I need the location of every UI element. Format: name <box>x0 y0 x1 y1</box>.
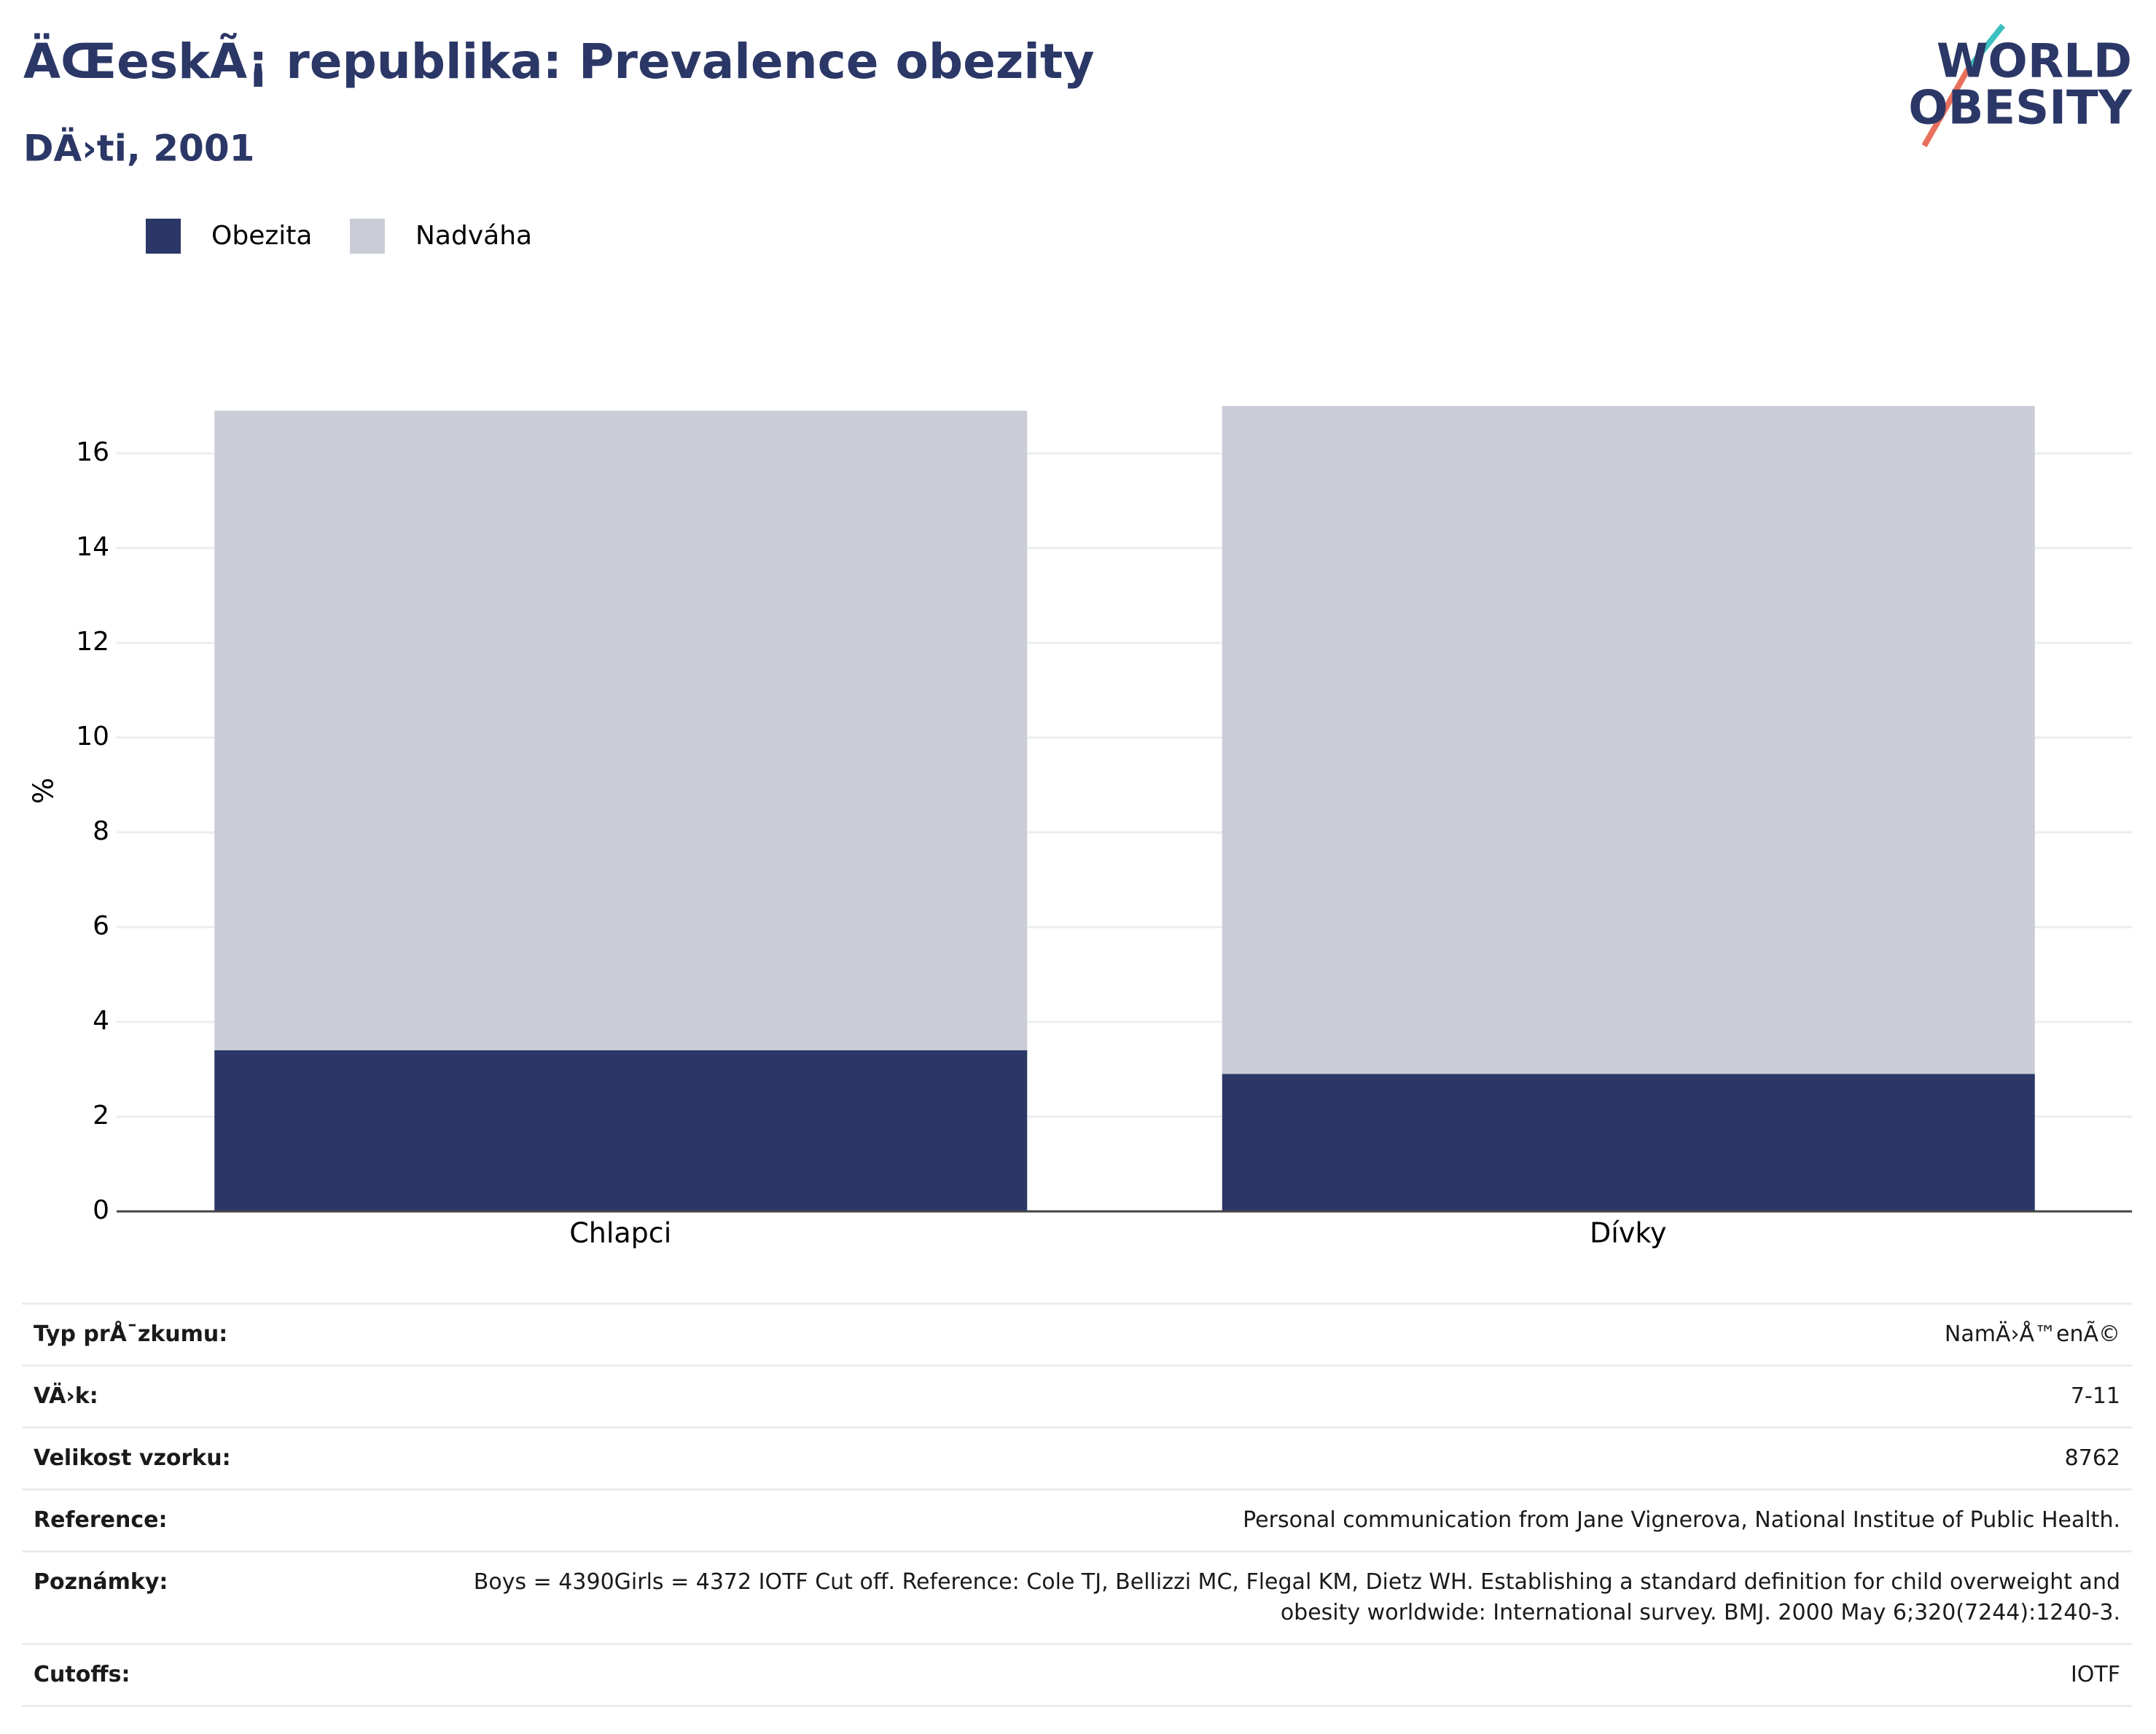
y-tick-label: 2 <box>93 1101 109 1130</box>
info-value: NamÄ›Å™enÃ© <box>1944 1321 2120 1347</box>
info-label: Typ prÅ¯zkumu: <box>34 1321 228 1347</box>
info-value: 8762 <box>2064 1445 2120 1471</box>
y-tick-label: 4 <box>93 1006 109 1036</box>
info-value: Boys = 4390Girls = 4372 IOTF Cut off. Re… <box>473 1569 2120 1625</box>
chart: ÄŒeskÃ¡ republika: Prevalence obezity DÄ… <box>23 23 2133 1249</box>
chart-title: ÄŒeskÃ¡ republika: Prevalence obezity <box>23 33 1094 90</box>
x-tick-label: Chlapci <box>569 1217 671 1249</box>
legend-label: Nadváha <box>415 221 532 251</box>
info-value: IOTF <box>2070 1662 2120 1687</box>
info-label: Reference: <box>34 1507 168 1533</box>
info-row: Cutoffs: IOTF <box>22 1645 2132 1707</box>
y-tick-label: 8 <box>93 816 109 846</box>
info-row: Reference: Personal communication from Ja… <box>22 1491 2132 1553</box>
legend-swatch <box>350 219 385 254</box>
info-label: Velikost vzorku: <box>34 1445 231 1471</box>
info-row: Poznámky: Boys = 4390Girls = 4372 IOTF Cu… <box>22 1553 2132 1645</box>
info-row: Velikost vzorku: 8762 <box>22 1429 2132 1491</box>
legend-swatch <box>146 219 181 254</box>
info-label: Cutoffs: <box>34 1662 130 1687</box>
chart-subtitle: DÄ›ti, 2001 <box>23 128 254 170</box>
bar-segment <box>1222 406 2035 1074</box>
bar-segment <box>1222 1074 2035 1211</box>
logo-slash <box>1965 23 2006 71</box>
logo-text: OBESITY <box>1908 82 2132 136</box>
y-tick-label: 10 <box>76 722 109 751</box>
y-tick-label: 12 <box>76 627 109 657</box>
info-value: 7-11 <box>2070 1383 2120 1409</box>
logo-slash <box>1921 68 1971 147</box>
x-tick-label: Dívky <box>1590 1217 1666 1249</box>
y-tick-label: 16 <box>76 437 109 467</box>
logo-text: WORLD <box>1937 35 2132 89</box>
y-tick-label: 6 <box>93 911 109 941</box>
bar-segment <box>214 410 1028 1050</box>
bar-segment <box>214 1050 1028 1211</box>
info-value: Personal communication from Jane Vignero… <box>1243 1507 2120 1533</box>
info-row: Typ prÅ¯zkumu: NamÄ›Å™enÃ© <box>22 1305 2132 1367</box>
info-row: VÄ›k: 7-11 <box>22 1367 2132 1429</box>
y-tick-label: 0 <box>93 1195 109 1225</box>
y-axis-label: % <box>28 778 60 804</box>
info-table: Typ prÅ¯zkumu: NamÄ›Å™enÃ© VÄ›k: 7-11 Veliko… <box>22 1303 2132 1707</box>
info-label: VÄ›k: <box>34 1383 98 1409</box>
legend-label: Obezita <box>211 221 312 251</box>
y-tick-label: 14 <box>76 532 109 562</box>
info-label: Poznámky: <box>34 1569 168 1595</box>
